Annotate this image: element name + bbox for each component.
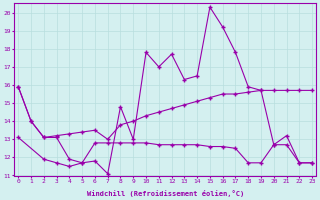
X-axis label: Windchill (Refroidissement éolien,°C): Windchill (Refroidissement éolien,°C): [87, 190, 244, 197]
